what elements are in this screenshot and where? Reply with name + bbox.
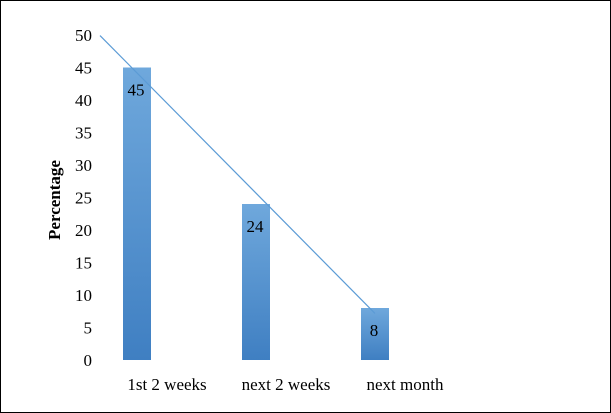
y-axis-label: Percentage — [45, 160, 64, 240]
bar — [361, 308, 389, 360]
trendline — [99, 35, 376, 314]
y-tick-label: 5 — [84, 319, 93, 338]
data-label: 24 — [247, 217, 265, 236]
y-tick-label: 25 — [75, 189, 92, 208]
x-category-label: 1st 2 weeks — [127, 375, 206, 394]
x-category-label: next month — [367, 375, 444, 394]
y-tick-label: 0 — [84, 351, 93, 370]
data-label: 8 — [370, 321, 379, 340]
bar — [123, 67, 151, 360]
y-tick-label: 50 — [75, 26, 92, 45]
data-label: 45 — [128, 81, 145, 100]
y-tick-label: 35 — [75, 124, 92, 143]
bar — [242, 204, 270, 360]
y-tick-label: 45 — [75, 59, 92, 78]
y-tick-label: 10 — [75, 286, 92, 305]
y-tick-label: 30 — [75, 156, 92, 175]
y-tick-label: 20 — [75, 221, 92, 240]
y-tick-label: 15 — [75, 254, 92, 273]
x-category-label: next 2 weeks — [242, 375, 331, 394]
y-tick-label: 40 — [75, 91, 92, 110]
